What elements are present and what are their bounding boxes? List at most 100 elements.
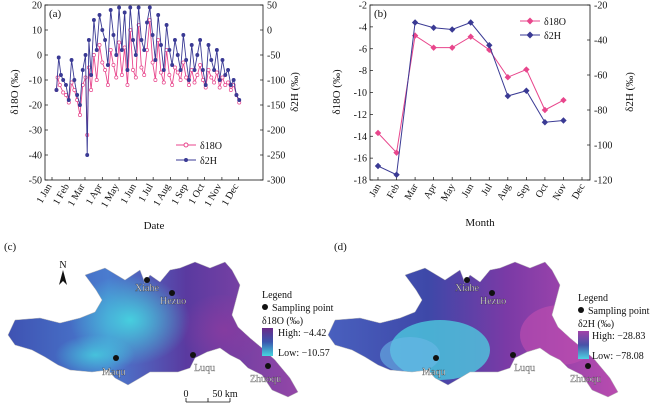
a-series-0-point (186, 83, 191, 87)
a-series-1-point (189, 43, 194, 47)
a-series-1-point (159, 43, 163, 47)
a-yleft-ticklabel: -30 (29, 126, 42, 137)
b-yleft-ticklabel: -10 (354, 88, 367, 99)
a-series-1-point (156, 13, 161, 17)
a-series-0-point (103, 68, 108, 72)
scale-bar: 0 50 km (184, 389, 238, 403)
b-yright-ticklabel: -80 (594, 106, 607, 117)
a-series-0-point (133, 75, 138, 80)
a-series-1-point (150, 33, 155, 37)
b-x-ticklabel: Dec (570, 182, 588, 202)
b-series-1-point (411, 19, 419, 26)
a-series-1-point (198, 38, 203, 42)
a-series-1-point (133, 53, 138, 57)
b-yleft-ticklabel: -16 (354, 154, 367, 165)
a-series-1-point (147, 5, 152, 10)
a-series-1-point (214, 48, 219, 52)
a-series-1-point (237, 98, 242, 102)
a-yright-ticklabel: -200 (267, 126, 285, 137)
b-series-1-point (467, 19, 474, 26)
b-series-1-point (430, 24, 437, 31)
a-series-1-point (139, 38, 144, 42)
a-series-1-point (125, 68, 130, 72)
legend-b-h2-marker (526, 31, 534, 39)
a-series-1-point (192, 68, 197, 72)
a-series-0-point (195, 73, 200, 77)
panel-b-legend: δ18O δ2H (520, 17, 566, 42)
panel-b-ylabel-right: δ2H (‰) (624, 72, 636, 112)
north-arrow: N (59, 260, 67, 285)
site-zhuoqu-d (585, 363, 591, 369)
legend-b-o18-marker (526, 17, 534, 25)
b-x-ticklabel: Feb (385, 182, 402, 200)
panel-c-map: (c) N Xiahe Hezuo Maqu Luqu Zhuoqu Legen… (4, 241, 334, 403)
a-series-1-point (111, 33, 116, 37)
site-zhuoqu-c (265, 363, 271, 369)
a-series-0-point (105, 83, 110, 87)
a-series-1-point (114, 53, 119, 57)
a-series-1-point (119, 48, 124, 52)
a-series-0-point (77, 113, 82, 117)
map-c-sites: Xiahe Hezuo Maqu Luqu Zhuoqu (102, 277, 281, 385)
site-zhuoqu-d-label: Zhuoqu (570, 374, 601, 385)
a-yright-ticklabel: -100 (267, 76, 285, 87)
map-d-legend-var: δ2H (‰) (578, 319, 614, 330)
north-label: N (59, 260, 66, 271)
a-series-0-point (228, 88, 233, 92)
b-series-0-line (377, 34, 564, 154)
panel-a-ylabel-left: δ18O (‰) (9, 69, 21, 115)
a-series-0-point (159, 70, 163, 75)
a-series-1-point (209, 58, 214, 62)
a-series-1-point (167, 48, 172, 52)
b-yright-ticklabel: -40 (594, 36, 607, 47)
b-series-1-point (504, 92, 512, 100)
b-series-0-point (448, 44, 456, 51)
a-x-ticklabel: 1 Mar (66, 181, 88, 208)
site-luqu-c (190, 352, 196, 358)
b-series-1-point (393, 171, 400, 178)
a-series-1-point (72, 78, 77, 82)
a-series-1-point (231, 78, 236, 82)
a-series-1-point (103, 38, 108, 42)
scale-50km: 50 km (212, 389, 238, 400)
a-series-1-point (91, 18, 96, 22)
a-series-1-point (142, 48, 147, 52)
a-series-0-point (72, 88, 77, 92)
a-series-1-point (122, 10, 127, 15)
b-yright-ticklabel: -20 (594, 1, 607, 12)
a-yright-ticklabel: -300 (267, 176, 285, 187)
a-series-1-point (117, 5, 122, 10)
panel-b-chart: -2 -4 -6 -8 -10 -12 -14 -16 -18 -20 -40 -60 -80 -100 -… (331, 1, 636, 230)
a-series-1-point (85, 153, 90, 157)
a-series-1-line (56, 7, 240, 156)
north-arrow-icon (59, 270, 67, 285)
a-series-1-point (97, 13, 102, 17)
a-series-0-point (184, 75, 189, 80)
a-yleft-ticklabel: 0 (37, 51, 42, 62)
legend-o18-label: δ18O (200, 141, 222, 152)
a-series-1-point (94, 48, 99, 52)
a-series-1-point (61, 78, 66, 82)
a-series-0-point (139, 65, 144, 70)
a-yright-ticklabel: 0 (267, 26, 272, 37)
b-x-ticklabel: Oct (534, 182, 551, 200)
map-d-legend-title: Legend (578, 293, 608, 304)
a-series-1-point (131, 38, 135, 42)
legend-h2-label: δ2H (200, 156, 217, 167)
site-xiahe-d (464, 277, 470, 283)
panel-d-map: (d) Xiahe Hezuo Maqu Luqu Zhuoqu Legend … (327, 241, 650, 398)
b-yleft-ticklabel: -8 (359, 66, 367, 77)
b-yright-ticklabel: -60 (594, 71, 607, 82)
site-maqu-c-label: Maqu (102, 367, 125, 378)
a-series-0-point (100, 60, 105, 65)
b-series-0-point (374, 129, 382, 137)
map-d-low: Low: −78.08 (592, 351, 644, 362)
a-series-0-point (64, 93, 68, 97)
a-series-1-point (56, 55, 61, 60)
a-series-0-point (119, 73, 124, 77)
panel-a-label: (a) (49, 8, 62, 20)
a-series-1-point (77, 103, 82, 107)
b-yleft-ticklabel: -6 (359, 44, 367, 55)
a-x-ticklabel: 1 Sep (170, 182, 191, 207)
panel-a-xlabel: Date (144, 220, 165, 232)
